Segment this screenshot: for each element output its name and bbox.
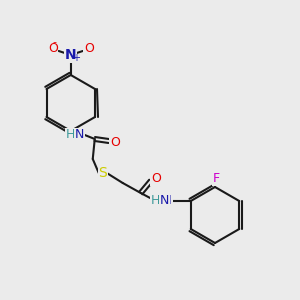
Text: O: O bbox=[84, 43, 94, 56]
Text: O: O bbox=[110, 136, 120, 149]
Text: +: + bbox=[72, 53, 80, 63]
Text: F: F bbox=[212, 172, 220, 185]
Text: HN: HN bbox=[153, 194, 172, 208]
Text: -: - bbox=[53, 37, 57, 47]
Text: N: N bbox=[75, 128, 84, 142]
Text: N: N bbox=[160, 194, 170, 208]
Text: H: H bbox=[66, 128, 75, 142]
Text: H: H bbox=[151, 194, 160, 208]
Text: O: O bbox=[48, 43, 58, 56]
Text: N: N bbox=[65, 48, 76, 62]
Text: O: O bbox=[151, 172, 161, 185]
Text: S: S bbox=[98, 166, 107, 180]
